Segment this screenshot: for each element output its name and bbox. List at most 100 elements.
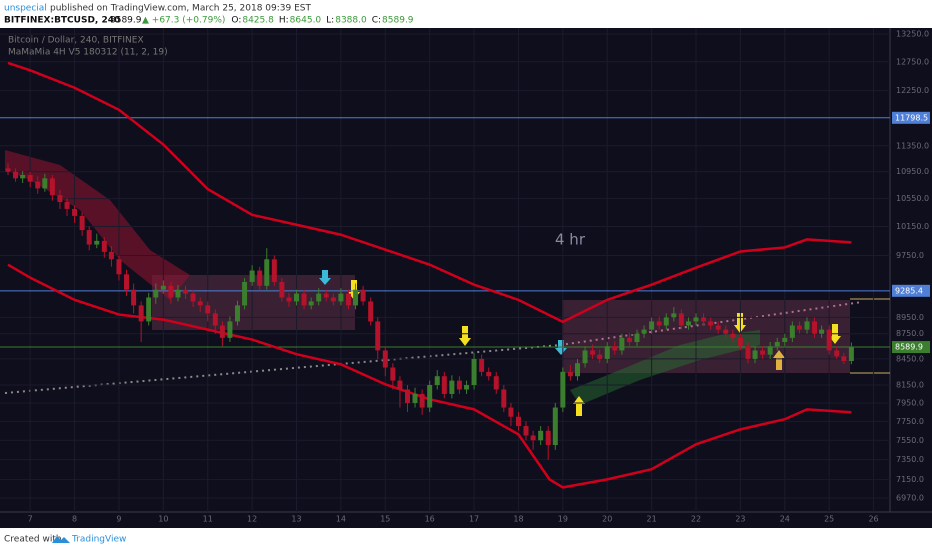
candle-body [671,313,677,318]
range-box [152,275,355,330]
plot: 13250.0 12750.0 12250.0 11350.0 10950.0 10550… [0,28,930,524]
y-tick-label: 8750.0 [896,329,924,338]
candle-body [626,337,632,343]
candle-body [375,321,381,351]
candle-body [530,435,536,441]
quote-key: H: [279,16,289,26]
quote-value: 8425.8 [242,16,274,26]
candle-body [427,385,433,408]
candle-body [382,350,388,368]
y-tick-label: 7550.0 [896,436,924,445]
candle-body [301,293,307,306]
candle-body [264,259,270,286]
x-tick-label: 14 [336,515,346,524]
y-tick-label: 11350.0 [896,141,929,150]
annotation: 4 hr [555,231,586,249]
quote-key: L: [326,16,334,26]
candle-body [27,175,33,182]
x-tick-label: 7 [28,515,33,524]
y-tick-label: 13250.0 [896,30,929,39]
symbol: BITFINEX:BTCUSD, 240 [4,16,120,26]
y-tick-label: 8150.0 [896,381,924,390]
candle-body [286,297,292,302]
candle-body [760,350,766,355]
candle-body [153,289,159,298]
candle-body [441,376,447,394]
candle-body [323,293,329,298]
arrow [459,326,471,346]
x-tick-label: 9 [116,515,121,524]
candle-body [693,317,699,322]
y-tick-label: 12250.0 [896,86,929,95]
candle-body [146,297,152,322]
x-tick-label: 22 [691,515,701,524]
x-tick-label: 26 [868,515,878,524]
candle-body [538,430,544,441]
candle-body [737,337,743,347]
candle-body [404,389,410,403]
candle-body [464,385,470,390]
candle-body [86,230,92,245]
candle-body [330,297,336,302]
candle-body [515,416,521,427]
candle-body [271,259,277,282]
candle-body [197,301,203,306]
x-tick-label: 8 [72,515,77,524]
y-tick-label: 10550.0 [896,194,929,203]
x-tick-label: 10 [158,515,168,524]
candle-body [368,301,374,322]
candle-body [64,202,70,209]
candle-body [419,393,425,408]
candle-body [723,329,729,334]
candle-body [767,346,773,355]
logo [52,536,70,543]
candle-body [730,333,736,338]
candle-body [360,289,366,302]
candle-body [552,407,558,446]
candle-body [649,321,655,330]
candle-body [493,376,499,390]
candle-body [604,346,610,359]
y-tick-label: 7150.0 [896,475,924,484]
footer-brand: TradingView [71,535,126,545]
candle-body [471,358,477,386]
candle-body [486,371,492,377]
arrow [773,350,785,370]
candle-body [774,342,780,347]
candle-body [634,333,640,343]
candle-body [575,363,581,377]
candle-body [49,178,55,196]
price-level-tag [892,111,930,124]
candle-body [685,321,691,326]
candle-body [848,347,854,361]
candle-body [72,208,78,216]
candle-body [412,393,418,403]
candle-body [160,285,166,290]
candle-body [227,321,233,338]
candle-body [13,171,19,179]
candle-body [812,321,818,334]
candle-body [190,293,196,302]
x-tick-label: 25 [824,515,834,524]
candle-body [752,350,758,359]
candle-body [94,240,100,245]
arrow [573,396,585,416]
y-tick-label: 6970.0 [896,494,924,503]
candle-body [612,346,618,351]
x-tick-label: 13 [291,515,301,524]
candle-body [796,325,802,330]
price-level-label: 8589.9 [895,343,923,352]
candle-body [701,317,707,322]
price-level-label: 9285.4 [895,286,923,295]
change: ▲ +67.3 (+0.79%) [142,16,225,26]
candle-body [20,175,26,179]
range-box [562,300,850,373]
candle-body [294,293,300,302]
candle-body [219,325,225,338]
candle-body [590,350,596,355]
candle-body [397,380,403,390]
price: 8589.9 [110,16,142,26]
candle-body [449,380,455,394]
candle-body [316,293,322,302]
